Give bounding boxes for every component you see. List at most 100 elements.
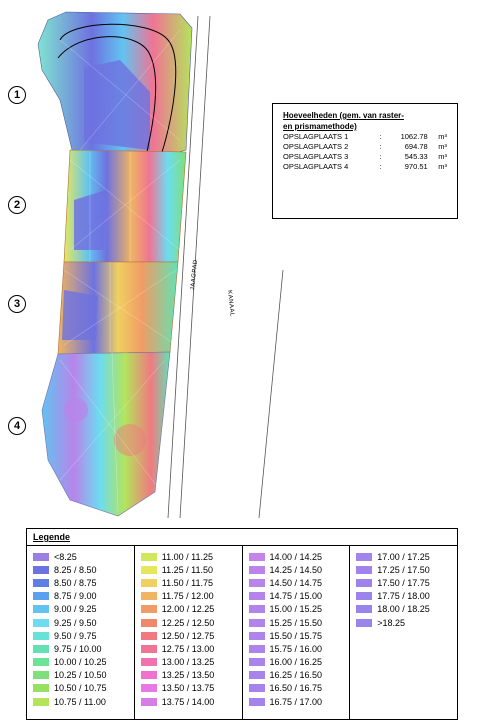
- volume-name: OPSLAGPLAATS 1: [283, 132, 349, 141]
- legend-label: >18.25: [377, 617, 406, 628]
- legend-column: <8.25 8.25 / 8.50 8.50 / 8.75 8.75 / 9.00 9.…: [27, 546, 135, 720]
- volumes-panel: Hoeveelheden (gem. van raster- en prisma…: [272, 103, 458, 219]
- area-marker-3: 3: [8, 295, 26, 313]
- volumes-title-line1: Hoeveelheden (gem. van raster-: [283, 111, 404, 120]
- legend-item: 16.25 / 16.50: [243, 669, 350, 682]
- volume-colon: :: [379, 132, 382, 141]
- legend-item: 10.50 / 10.75: [27, 682, 134, 695]
- legend-item: 12.50 / 12.75: [135, 629, 242, 642]
- legend-label: 16.50 / 16.75: [269, 683, 323, 694]
- legend-swatch: [356, 618, 373, 627]
- legend-swatch: [140, 671, 157, 680]
- legend-label: 14.75 / 15.00: [269, 591, 323, 602]
- volume-value: 694.78: [404, 142, 428, 151]
- legend-column: 11.00 / 11.25 11.25 / 11.50 11.50 / 11.75 1…: [135, 546, 243, 720]
- legend-label: 13.00 / 13.25: [161, 657, 215, 668]
- legend-swatch: [356, 605, 373, 614]
- legend-item: >18.25: [350, 616, 457, 629]
- volume-row: OPSLAGPLAATS 3 : 545.33 m³: [283, 152, 447, 162]
- legend-label: 12.75 / 13.00: [161, 643, 215, 654]
- legend-item: 10.25 / 10.50: [27, 669, 134, 682]
- legend-label: 9.00 / 9.25: [54, 604, 97, 615]
- legend-item: 16.00 / 16.25: [243, 656, 350, 669]
- legend-swatch: [248, 605, 265, 614]
- legend-item: 13.00 / 13.25: [135, 656, 242, 669]
- legend-item: 8.50 / 8.75: [27, 576, 134, 589]
- volume-row: OPSLAGPLAATS 4 : 970.51 m³: [283, 162, 447, 172]
- volume-row: OPSLAGPLAATS 1 : 1062.78 m³: [283, 132, 447, 142]
- legend-label: 10.25 / 10.50: [54, 670, 107, 681]
- legend-swatch: [33, 697, 49, 706]
- legend-label: 13.25 / 13.50: [161, 670, 215, 681]
- volume-unit: m³: [438, 132, 447, 141]
- legend-item: 11.75 / 12.00: [135, 590, 242, 603]
- legend-swatch: [356, 565, 373, 574]
- legend-swatch: [140, 578, 157, 587]
- legend-item: 15.00 / 15.25: [243, 603, 350, 616]
- legend-item: 17.50 / 17.75: [350, 576, 457, 589]
- legend-item: 15.50 / 15.75: [243, 629, 350, 642]
- volume-row: OPSLAGPLAATS 2 : 694.78 m³: [283, 142, 447, 152]
- legend-item: 14.75 / 15.00: [243, 590, 350, 603]
- legend-swatch: [356, 592, 373, 601]
- legend-swatch: [33, 618, 49, 627]
- legend-item: 16.75 / 17.00: [243, 695, 350, 708]
- legend-swatch: [33, 552, 49, 561]
- legend-label: 12.25 / 12.50: [161, 617, 215, 628]
- legend-item: <8.25: [27, 550, 134, 563]
- legend-item: 9.50 / 9.75: [27, 629, 134, 642]
- legend-item: 16.50 / 16.75: [243, 682, 350, 695]
- legend-swatch: [140, 631, 157, 640]
- legend-swatch: [140, 552, 157, 561]
- storage-area-3: [57, 261, 179, 355]
- legend-label: 17.50 / 17.75: [377, 577, 430, 588]
- legend-swatch: [248, 684, 265, 693]
- legend-item: 15.25 / 15.50: [243, 616, 350, 629]
- legend-item: 10.75 / 11.00: [27, 695, 134, 708]
- legend-columns: <8.25 8.25 / 8.50 8.50 / 8.75 8.75 / 9.00 9.…: [27, 546, 457, 720]
- legend-item: 14.25 / 14.50: [243, 563, 350, 576]
- legend-label: 12.50 / 12.75: [161, 630, 215, 641]
- legend-swatch: [33, 658, 49, 667]
- legend-label: 15.00 / 15.25: [269, 604, 323, 615]
- legend-label: 11.00 / 11.25: [161, 551, 213, 562]
- area-marker-1: 1: [8, 86, 26, 104]
- legend-item: 9.25 / 9.50: [27, 616, 134, 629]
- legend-item: 13.75 / 14.00: [135, 695, 242, 708]
- legend-swatch: [140, 658, 157, 667]
- legend-label: 14.25 / 14.50: [269, 564, 323, 575]
- legend-label: 9.50 / 9.75: [54, 630, 97, 641]
- volume-name: OPSLAGPLAATS 3: [283, 152, 349, 161]
- legend-column: 17.00 / 17.25 17.25 / 17.50 17.50 / 17.75 1…: [350, 546, 457, 720]
- legend-label: 14.50 / 14.75: [269, 577, 323, 588]
- elevation-map: [37, 11, 284, 519]
- volume-name: OPSLAGPLAATS 2: [283, 142, 349, 151]
- legend-swatch: [33, 631, 49, 640]
- volume-name: OPSLAGPLAATS 4: [283, 162, 349, 171]
- legend-label: 10.75 / 11.00: [54, 696, 106, 707]
- legend-label: 17.25 / 17.50: [377, 564, 430, 575]
- legend-label: 10.50 / 10.75: [54, 683, 107, 694]
- legend-item: 17.25 / 17.50: [350, 563, 457, 576]
- area-marker-4: 4: [8, 417, 26, 435]
- legend-label: <8.25: [54, 551, 77, 562]
- legend-label: 16.75 / 17.00: [269, 696, 323, 707]
- legend-swatch: [248, 658, 265, 667]
- legend-swatch: [140, 565, 157, 574]
- legend-item: 13.50 / 13.75: [135, 682, 242, 695]
- legend-item: 9.00 / 9.25: [27, 603, 134, 616]
- legend-label: 17.00 / 17.25: [377, 551, 430, 562]
- legend-item: 15.75 / 16.00: [243, 642, 350, 655]
- legend-swatch: [248, 697, 265, 706]
- legend-item: 11.50 / 11.75: [135, 576, 242, 589]
- legend-label: 15.25 / 15.50: [269, 617, 323, 628]
- legend-label: 16.25 / 16.50: [269, 670, 323, 681]
- legend-label: 9.25 / 9.50: [54, 617, 97, 628]
- legend-label: 13.75 / 14.00: [161, 696, 215, 707]
- storage-area-4: [41, 351, 171, 517]
- legend-title: Legende: [27, 529, 457, 546]
- legend-swatch: [33, 578, 49, 587]
- volume-colon: :: [379, 162, 382, 171]
- volume-colon: :: [379, 142, 382, 151]
- volume-value: 970.51: [404, 162, 428, 171]
